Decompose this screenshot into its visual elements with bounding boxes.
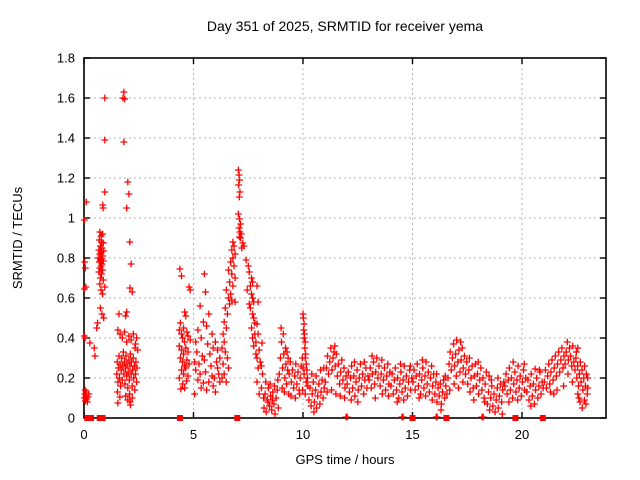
- plot-border: [83, 57, 607, 419]
- zero-flag-marker: [512, 415, 519, 421]
- y-tick-labels: 0 0.2 0.4 0.6 0.8 1 1.2 1.4 1.6 1.8: [57, 51, 75, 426]
- data-points-plus-markers: [81, 88, 592, 421]
- y-tick-label: 1.8: [57, 51, 75, 66]
- chart-title: Day 351 of 2025, SRMTID for receiver yem…: [207, 18, 483, 34]
- y-tick-label: 0: [68, 411, 75, 426]
- zero-flag-marker: [99, 415, 106, 421]
- x-tick-label: 5: [190, 427, 197, 442]
- grid-lines: [84, 58, 606, 418]
- zero-flag-marker: [176, 415, 183, 421]
- zero-flag-square-markers: [84, 415, 546, 421]
- x-tick-label: 0: [80, 427, 87, 442]
- zero-flag-marker: [443, 415, 450, 421]
- zero-flag-marker: [539, 415, 546, 421]
- x-tick-label: 20: [515, 427, 529, 442]
- y-tick-label: 1: [68, 211, 75, 226]
- zero-flag-marker: [409, 415, 416, 421]
- y-tick-label: 1.4: [57, 131, 75, 146]
- y-tick-label: 0.8: [57, 251, 75, 266]
- zero-flag-marker: [88, 415, 95, 421]
- y-tick-label: 0.4: [57, 331, 75, 346]
- axis-ticks: [83, 57, 606, 419]
- x-tick-labels: 0 5 10 15 20: [80, 427, 529, 442]
- x-axis-label: GPS time / hours: [296, 452, 395, 467]
- zero-flag-marker: [84, 415, 91, 421]
- y-tick-label: 1.2: [57, 171, 75, 186]
- y-tick-label: 1.6: [57, 91, 75, 106]
- y-tick-label: 0.2: [57, 371, 75, 386]
- x-tick-label: 10: [296, 427, 310, 442]
- zero-flag-marker: [234, 415, 241, 421]
- y-axis-label: SRMTID / TECUs: [10, 186, 25, 289]
- y-tick-label: 0.6: [57, 291, 75, 306]
- x-tick-label: 15: [405, 427, 419, 442]
